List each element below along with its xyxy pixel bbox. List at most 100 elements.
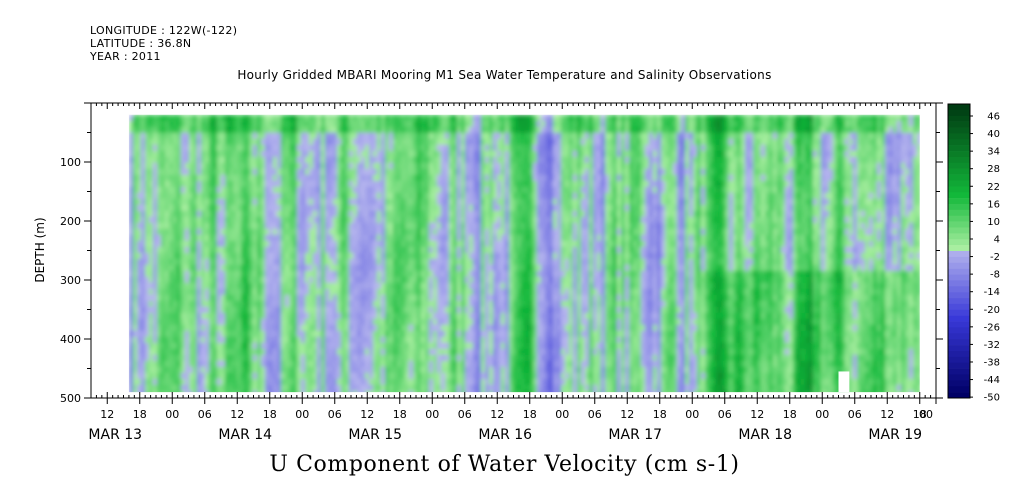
colorbar-swatch: [948, 104, 970, 111]
colorbar-tick-label: -26: [984, 322, 1000, 333]
x-day-label: MAR 18: [738, 427, 792, 443]
colorbar-tick-label: 28: [987, 164, 1000, 175]
colorbar: 46 40 34 28 22 16 10 4 -2 -8 -14 -20 -26 -32 -38 -44 -50: [947, 103, 1000, 404]
x-tick-label: 18: [913, 408, 927, 421]
x-tick-label: 18: [783, 408, 797, 421]
colorbar-swatch: [948, 274, 970, 281]
colorbar-swatch: [948, 139, 970, 146]
x-tick-label: 00: [919, 408, 933, 421]
colorbar-tick-label: -2: [990, 252, 1000, 263]
colorbar-swatch: [948, 327, 970, 334]
colorbar-swatch: [948, 133, 970, 140]
colorbar-swatch: [948, 356, 970, 364]
colorbar-swatch: [948, 339, 970, 346]
colorbar-swatch: [948, 121, 970, 128]
data-gap: [838, 371, 850, 393]
x-tick-label: 06: [458, 408, 472, 421]
colorbar-swatch: [948, 203, 970, 211]
colorbar-swatch: [948, 239, 970, 246]
colorbar-swatch: [948, 292, 970, 299]
colorbar-swatch: [948, 251, 970, 258]
colorbar-swatch: [948, 127, 970, 134]
velocity-field: [128, 114, 920, 393]
colorbar-swatch: [948, 374, 970, 381]
colorbar-swatch: [948, 162, 970, 169]
x-tick-label: 00: [425, 408, 439, 421]
colorbar-swatch: [948, 245, 970, 252]
latitude-label: LATITUDE : 36.8N: [90, 37, 192, 50]
colorbar-swatch: [948, 192, 970, 199]
x-tick-label: 06: [198, 408, 212, 421]
colorbar-swatch: [948, 392, 970, 399]
colorbar-tick-label: 22: [987, 182, 1000, 193]
colorbar-title: U Component of Water Velocity (cm s-1): [269, 452, 740, 477]
x-day-label: MAR 14: [218, 427, 272, 443]
x-tick-label: 06: [588, 408, 602, 421]
colorbar-swatch: [948, 298, 970, 305]
y-axis-label: DEPTH (m): [33, 217, 47, 282]
chart-title: Hourly Gridded MBARI Mooring M1 Sea Wate…: [237, 68, 772, 82]
x-tick-label: 12: [620, 408, 634, 421]
y-tick-label: 200: [60, 215, 81, 228]
colorbar-tick-label: 16: [987, 199, 1000, 210]
x-tick-label: 12: [880, 408, 894, 421]
x-tick-label: 06: [718, 408, 732, 421]
y-tick-label: 400: [60, 333, 81, 346]
colorbar-tick-label: -8: [990, 270, 1000, 281]
year-label: YEAR : 2011: [90, 50, 161, 63]
colorbar-tick-label: -14: [984, 287, 1000, 298]
colorbar-swatch: [948, 386, 970, 393]
colorbar-swatch: [948, 168, 970, 175]
colorbar-swatch: [948, 233, 970, 240]
colorbar-swatch: [948, 180, 970, 187]
x-tick-label: 12: [100, 408, 114, 421]
x-day-label: MAR 19: [868, 427, 922, 443]
colorbar-swatch: [948, 262, 970, 269]
colorbar-tick-label: -50: [984, 393, 1000, 404]
colorbar-swatch: [948, 109, 970, 117]
colorbar-tick-label: 4: [994, 234, 1000, 245]
colorbar-swatch: [948, 198, 970, 205]
colorbar-swatch: [948, 280, 970, 287]
x-tick-label: 00: [295, 408, 309, 421]
x-day-label: MAR 13: [88, 427, 142, 443]
colorbar-swatch: [948, 345, 970, 352]
colorbar-swatch: [948, 156, 970, 164]
colorbar-swatch: [948, 209, 970, 217]
colorbar-swatch: [948, 151, 970, 158]
x-tick-label: 00: [685, 408, 699, 421]
colorbar-swatch: [948, 362, 970, 369]
x-day-label: MAR 16: [478, 427, 532, 443]
colorbar-swatch: [948, 145, 970, 152]
x-day-label: MAR 17: [608, 427, 662, 443]
longitude-label: LONGITUDE : 122W(-122): [90, 24, 238, 37]
colorbar-swatch: [948, 115, 970, 122]
colorbar-swatch: [948, 227, 970, 234]
colorbar-tick-label: -38: [984, 357, 1000, 368]
colorbar-swatch: [948, 268, 970, 275]
x-tick-label: 12: [230, 408, 244, 421]
colorbar-tick-label: -44: [984, 375, 1000, 386]
colorbar-swatch: [948, 368, 970, 375]
colorbar-swatch: [948, 303, 970, 311]
colorbar-swatch: [948, 350, 970, 358]
x-tick-label: 06: [328, 408, 342, 421]
colorbar-swatch: [948, 174, 970, 181]
colorbar-swatch: [948, 309, 970, 316]
x-tick-label: 06: [848, 408, 862, 421]
colorbar-tick-label: -32: [984, 340, 1000, 351]
colorbar-swatch: [948, 321, 970, 328]
colorbar-tick-label: 10: [987, 217, 1000, 228]
colorbar-swatch: [948, 186, 970, 193]
x-tick-label: 12: [360, 408, 374, 421]
colorbar-tick-label: 34: [987, 147, 1000, 158]
colorbar-swatch: [948, 286, 970, 293]
x-tick-label: 12: [750, 408, 764, 421]
colorbar-swatch: [948, 215, 970, 222]
x-tick-label: 18: [523, 408, 537, 421]
y-tick-label: 500: [60, 392, 81, 405]
x-tick-label: 12: [490, 408, 504, 421]
x-tick-label: 00: [815, 408, 829, 421]
colorbar-tick-label: 46: [987, 112, 1000, 123]
